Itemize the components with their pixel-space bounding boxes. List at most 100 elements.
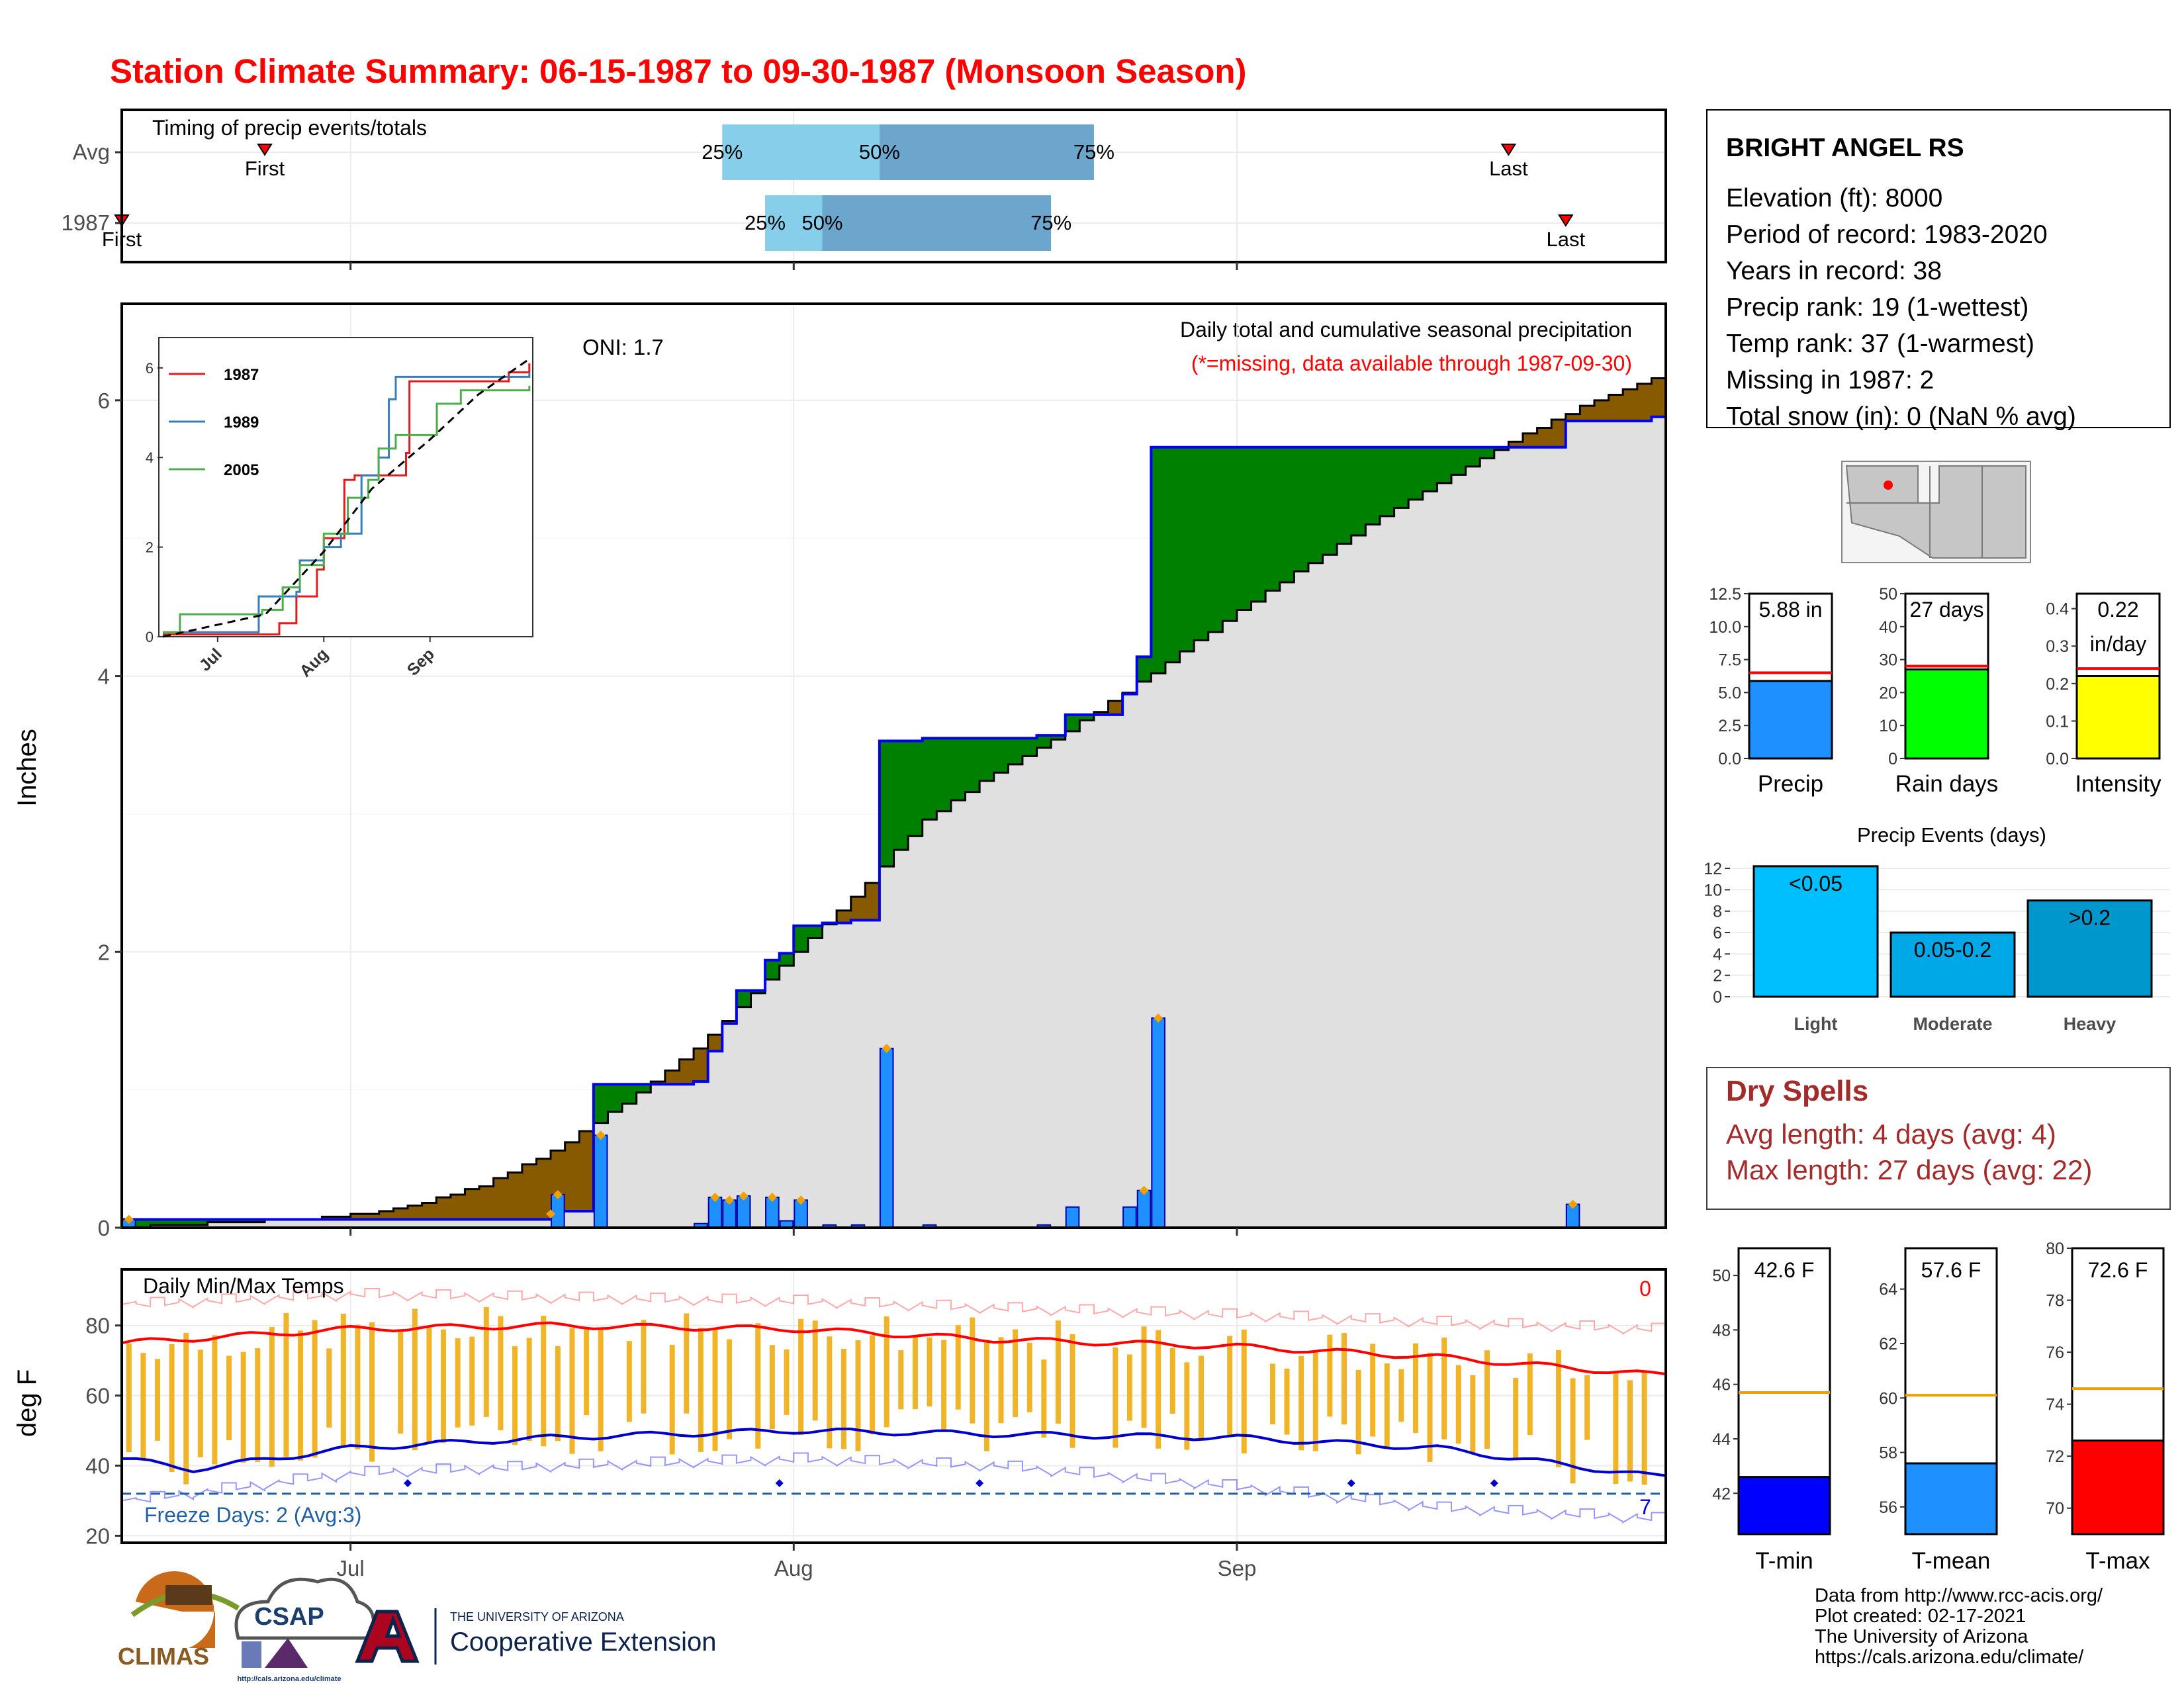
cumulative-base-fill xyxy=(1008,764,1023,1228)
temp-ytick-label: 40 xyxy=(85,1454,110,1479)
temp-panel-bg xyxy=(122,1269,1666,1543)
cumulative-base-fill xyxy=(508,1219,523,1228)
dry-spells-max: Max length: 27 days (avg: 22) xyxy=(1726,1154,2092,1185)
cumulative-base-fill xyxy=(336,1219,351,1228)
record-min-line xyxy=(121,1452,1666,1524)
cumulative-base-fill xyxy=(1179,651,1195,1228)
cumulative-base-fill xyxy=(1079,720,1095,1228)
daily-temp-bar xyxy=(769,1345,775,1430)
climas-logo-text: CLIMAS xyxy=(118,1643,209,1670)
temp-bar-ytick-label: 56 xyxy=(1879,1498,1897,1517)
oni-label: ONI: 1.7 xyxy=(582,335,664,359)
cumulative-base-fill xyxy=(1608,421,1623,1228)
deficit-fill xyxy=(508,1172,523,1220)
deficit-fill xyxy=(1580,406,1595,422)
mini-bar-ytick-label: 0.4 xyxy=(2046,600,2069,619)
surplus-fill xyxy=(765,960,780,980)
temp-bar-1 xyxy=(1904,1462,1998,1535)
daily-temp-bar xyxy=(784,1349,790,1415)
csap-logo-text: CSAP xyxy=(254,1603,324,1631)
cumulative-base-fill xyxy=(422,1219,437,1228)
daily-temp-bar xyxy=(727,1339,733,1440)
cumulative-base-fill xyxy=(1565,421,1580,1228)
precip-panel: Inches ONI: 1.7 Daily total and cumulati… xyxy=(13,302,1667,1240)
cumulative-base-fill xyxy=(751,993,766,1228)
cumulative-base-fill xyxy=(1279,582,1295,1228)
daily-temp-bar xyxy=(483,1306,489,1417)
cumulative-base-fill xyxy=(1236,610,1252,1228)
events-title: Precip Events (days) xyxy=(1857,823,2046,846)
cumulative-base-fill xyxy=(736,1007,751,1228)
daily-temp-bar xyxy=(455,1338,461,1428)
cumulative-base-fill xyxy=(279,1219,294,1228)
daily-temp-bar xyxy=(326,1348,332,1428)
cumulative-base-fill xyxy=(1508,447,1524,1228)
cumulative-base-fill xyxy=(608,1111,623,1228)
mini-bar-label: Rain days xyxy=(1895,771,1999,797)
surplus-fill xyxy=(1179,447,1195,652)
event-marker xyxy=(124,1214,134,1224)
temp-count-bottom: 7 xyxy=(1639,1495,1651,1519)
avg-cumulative-line xyxy=(122,377,1666,1229)
cumulative-base-fill xyxy=(164,1224,179,1228)
daily-temp-bar xyxy=(541,1316,547,1447)
mini-bar-ytick-label: 7.5 xyxy=(1718,651,1741,670)
deficit-fill xyxy=(1651,378,1666,417)
dry-spells-box: Dry Spells Avg length: 4 days (avg: 4) M… xyxy=(1706,1067,2171,1210)
deficit-fill xyxy=(1637,383,1652,422)
daily-precip-bar xyxy=(1151,1017,1165,1228)
daily-temp-bar xyxy=(1627,1380,1633,1482)
surplus-fill xyxy=(893,741,909,850)
deficit-fill xyxy=(1108,701,1123,715)
cumulative-base-fill xyxy=(522,1219,537,1228)
ua-bottom-text: Cooperative Extension xyxy=(450,1627,716,1657)
events-ytick-label: 2 xyxy=(1713,967,1722,985)
timing-q75-label: 75% xyxy=(1030,211,1071,234)
timing-iqr-low xyxy=(722,124,880,180)
daily-temp-bar xyxy=(1069,1334,1075,1448)
surplus-fill xyxy=(950,738,966,801)
surplus-fill xyxy=(1136,657,1152,682)
timing-label: Timing of precip events/totals xyxy=(152,116,427,140)
surplus-fill xyxy=(1365,447,1381,525)
deficit-fill xyxy=(365,1214,380,1220)
cumulative-base-fill xyxy=(1165,662,1181,1228)
station-info-line: Total snow (in): 0 (NaN % avg) xyxy=(1726,402,2076,431)
last-event-marker xyxy=(1500,144,1517,156)
surplus-fill xyxy=(636,1084,651,1093)
cumulative-base-fill xyxy=(1093,714,1109,1228)
event-marker xyxy=(725,1195,735,1205)
deficit-fill xyxy=(651,1081,666,1085)
cumulative-base-fill xyxy=(1308,563,1324,1228)
mini-bar-ytick-label: 0.2 xyxy=(2046,675,2069,694)
station-info-line: Temp rank: 37 (1-warmest) xyxy=(1726,330,2034,358)
ua-a-icon xyxy=(355,1610,420,1663)
daily-temp-bar xyxy=(1055,1320,1061,1424)
daily-temp-bar xyxy=(798,1318,804,1436)
locator-map xyxy=(1841,461,2031,563)
footer-line: Plot created: 02-17-2021 xyxy=(1815,1606,2026,1627)
cumulative-base-fill xyxy=(350,1219,365,1228)
last-event-label: Last xyxy=(1546,228,1585,251)
deficit-fill xyxy=(379,1211,394,1220)
cumulative-base-fill xyxy=(893,850,909,1228)
daily-temp-bar xyxy=(283,1312,289,1457)
inset-legend-label: 2005 xyxy=(224,461,259,479)
mini-bar-ytick-label: 0 xyxy=(1888,750,1897,768)
footer-credits: Data from http://www.rcc-acis.org/Plot c… xyxy=(1815,1585,2103,1668)
surplus-fill xyxy=(236,1219,251,1222)
surplus-fill xyxy=(1022,738,1038,756)
daily-temp-bar xyxy=(1169,1348,1175,1414)
precip-ytick-label: 6 xyxy=(98,388,110,413)
inset-ytick-label: 2 xyxy=(146,539,154,556)
mini-bar-value: 5.88 in xyxy=(1758,598,1822,621)
mini-bar-ytick-label: 40 xyxy=(1879,618,1897,637)
event-bar-label: Heavy xyxy=(2064,1014,2116,1034)
daily-temp-bar xyxy=(555,1346,561,1441)
surplus-fill xyxy=(794,925,809,952)
temp-panel-title: Daily Min/Max Temps xyxy=(143,1274,343,1298)
last-event-label: Last xyxy=(1489,157,1528,180)
cumulative-base-fill xyxy=(622,1103,637,1228)
daily-temp-bar xyxy=(1555,1349,1561,1467)
deficit-fill xyxy=(865,883,880,921)
